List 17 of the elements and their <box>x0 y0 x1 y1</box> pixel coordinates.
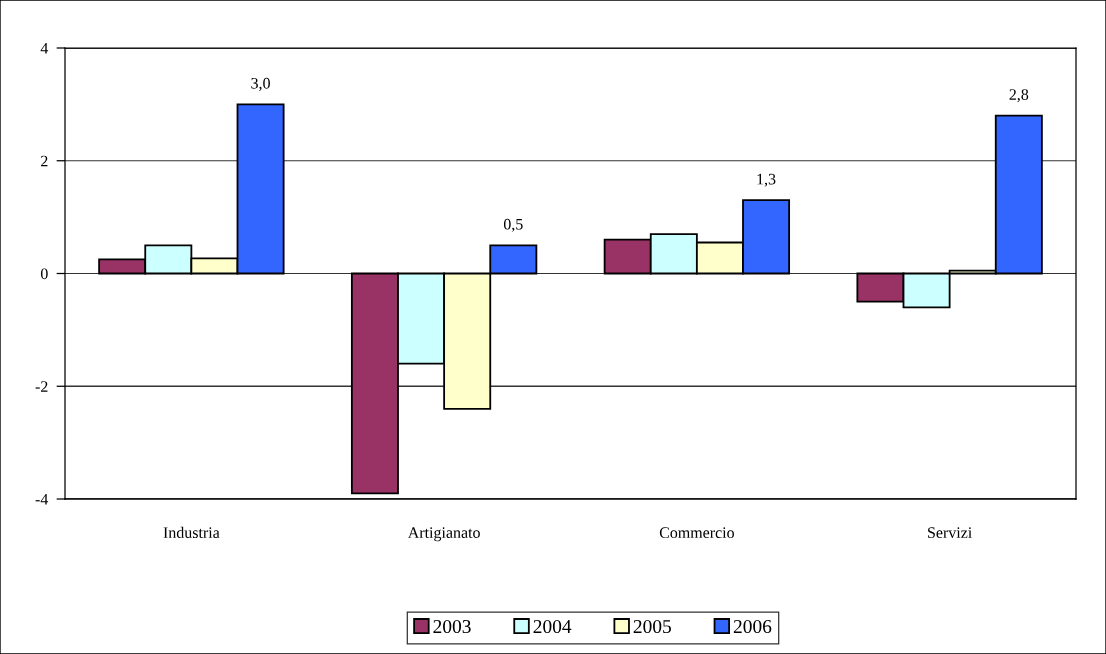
x-tick-label: Commercio <box>659 527 734 539</box>
legend-label: 2004 <box>533 619 572 634</box>
legend-label: 2006 <box>733 619 772 634</box>
y-tick-label: 2 <box>41 155 48 167</box>
y-tick-label: -2 <box>35 381 48 392</box>
y-tick-label: 4 <box>40 43 49 54</box>
x-tick-label: Artigianato <box>407 527 480 542</box>
y-tick-label: -4 <box>35 494 49 505</box>
y-tick-label: 0 <box>40 268 48 280</box>
data-label: 2,8 <box>1009 89 1029 103</box>
x-tick-label: Industria <box>163 526 220 539</box>
data-label: 1,3 <box>757 173 776 187</box>
legend-label: 2003 <box>433 619 471 634</box>
x-tick-label: Servizi <box>928 527 972 539</box>
legend-label: 2005 <box>633 619 671 634</box>
data-label: 3,0 <box>251 77 270 91</box>
data-label: 0,5 <box>503 218 523 232</box>
